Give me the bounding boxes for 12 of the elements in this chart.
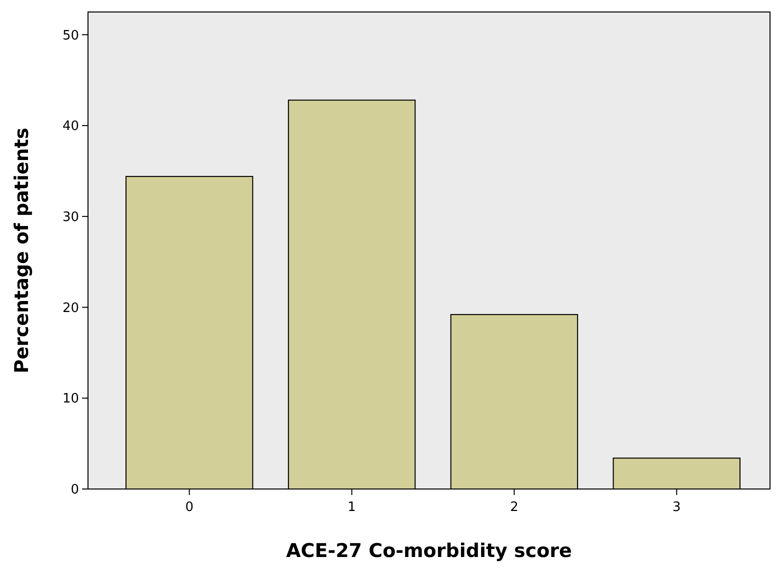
x-tick-label: 3 bbox=[672, 500, 681, 515]
y-tick-label: 10 bbox=[62, 392, 79, 407]
x-tick-label: 0 bbox=[185, 500, 194, 515]
x-tick-label: 2 bbox=[510, 500, 518, 515]
y-tick-label: 30 bbox=[62, 210, 79, 225]
y-tick-label: 20 bbox=[62, 300, 79, 316]
x-tick-label: 1 bbox=[348, 500, 356, 515]
x-axis-title: ACE-27 Co-morbidity score bbox=[286, 540, 572, 562]
y-tick-label: 40 bbox=[62, 119, 79, 134]
y-tick-label: 0 bbox=[70, 482, 79, 498]
y-tick-label: 50 bbox=[62, 28, 79, 44]
y-axis-title: Percentage of patients bbox=[11, 128, 33, 374]
